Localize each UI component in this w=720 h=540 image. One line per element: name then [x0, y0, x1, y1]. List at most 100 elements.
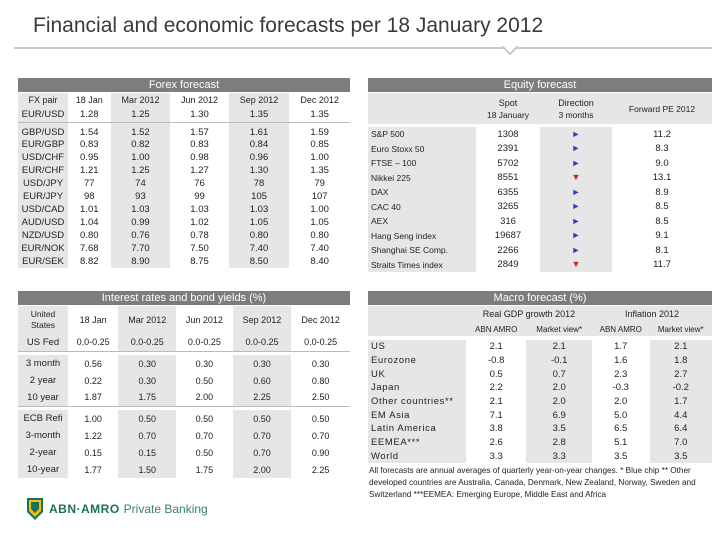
rates-value: 0.60	[232, 372, 292, 389]
forex-header: Forex forecast	[18, 78, 350, 92]
forex-value: 0.84	[228, 137, 290, 151]
rates-value: 0.0-0.25	[232, 334, 292, 352]
rates-value: 1.77	[84, 464, 102, 475]
forex-value: 1.35	[310, 164, 329, 176]
forex-pair: NZD/USD	[18, 228, 68, 242]
macro-value: 2.1	[489, 396, 503, 408]
macro-gdp-label: Real GDP growth 2012	[482, 309, 576, 319]
forex-value: 7.40	[310, 242, 329, 254]
macro-row: Eurozone -0.8 -0.1 1.6 1.8	[368, 353, 712, 368]
macro-region: Other countries**	[368, 394, 466, 409]
forex-row: GBP/USD 1.54 1.52 1.57 1.61 1.59	[18, 122, 350, 138]
rates-value: 0.70	[232, 444, 292, 461]
rates-label: 2 year	[18, 372, 68, 389]
forex-value: 0.83	[190, 138, 209, 150]
equity-spot: 2266	[497, 244, 519, 256]
rates-value: 0.22	[84, 375, 102, 386]
macro-row: Latin America 3.8 3.5 6.5 6.4	[368, 422, 712, 436]
rates-value: 0.50	[195, 413, 214, 424]
forex-value: 99	[194, 190, 205, 202]
forex-value: 1.59	[310, 126, 329, 138]
forex-value: 1.35	[228, 107, 290, 123]
rates-table: United States 18 Jan Mar 2012 Jun 2012 Sep 2…	[18, 306, 350, 478]
rates-value: 0.15	[118, 444, 177, 461]
macro-inflation-label: Inflation 2012	[624, 309, 679, 319]
forex-value: 0.82	[110, 137, 171, 151]
macro-value: 2.0	[614, 396, 628, 408]
forex-value: 1.54	[80, 126, 99, 138]
forex-value: 0.99	[110, 215, 171, 229]
forex-value: 1.61	[228, 122, 290, 138]
macro-row: World 3.3 3.3 3.5 3.5	[368, 449, 712, 464]
forex-value: 1.28	[68, 107, 111, 123]
rates-row: 10-year 1.77 1.50 1.75 2.00 2.25	[18, 461, 350, 478]
rates-value: 1.75	[195, 464, 214, 475]
arrow-right-icon: ►	[540, 228, 612, 243]
forex-value: 107	[311, 190, 328, 202]
macro-value: 5.0	[614, 409, 628, 421]
forex-pair: USD/CHF	[18, 150, 68, 164]
forex-pair: EUR/NOK	[18, 241, 68, 255]
rates-row: 10 year 1.87 1.75 2.00 2.25 2.50	[18, 389, 350, 407]
rates-value: 0.30	[232, 355, 292, 372]
forex-row: USD/CHF 0.95 1.00 0.98 0.96 1.00	[18, 150, 350, 164]
rates-value: 2.00	[232, 461, 292, 478]
equity-spot: 8551	[497, 172, 519, 184]
rates-row: 2 year 0.22 0.30 0.50 0.60 0.80	[18, 372, 350, 389]
forex-row: EUR/USD 1.28 1.25 1.30 1.35 1.35	[18, 107, 350, 123]
forex-row: USD/JPY 77 74 76 78 79	[18, 176, 350, 190]
macro-value: 2.7	[649, 367, 712, 382]
forex-value: 1.35	[289, 107, 350, 123]
forex-value: 105	[228, 189, 290, 203]
equity-row: AEX 316 ► 8.5	[368, 214, 712, 229]
equity-row: S&P 500 1308 ► 11.2	[368, 127, 712, 142]
forex-row: AUD/USD 1.04 0.99 1.02 1.05 1.05	[18, 215, 350, 229]
equity-pe: 8.5	[655, 201, 669, 213]
forex-value: 8.40	[310, 255, 329, 267]
macro-value: 7.1	[489, 409, 503, 421]
macro-region: US	[368, 340, 466, 354]
forex-value: 1.02	[190, 216, 209, 228]
forex-value: 78	[228, 176, 290, 190]
rates-value: 2.25	[311, 464, 330, 475]
rates-value: 2.00	[176, 389, 233, 407]
rates-value: 1.87	[68, 389, 119, 407]
rates-row: 3-month 1.22 0.70 0.70 0.70 0.70	[18, 427, 350, 444]
equity-index-name: Euro Stoxx 50	[368, 141, 476, 156]
forex-value: 0.85	[310, 138, 329, 150]
forex-value: 93	[110, 189, 171, 203]
rates-value: 0.70	[195, 430, 214, 441]
forex-pair: EUR/USD	[18, 107, 68, 123]
forex-col-sep: Sep 2012	[239, 95, 279, 105]
arrow-right-icon: ►	[540, 141, 612, 156]
equity-col-direction: Direction 3 months	[558, 97, 594, 120]
macro-value: 2.8	[526, 435, 592, 450]
rates-value: 0.56	[84, 358, 102, 369]
macro-value: 6.9	[526, 408, 592, 423]
forex-row: EUR/GBP 0.83 0.82 0.83 0.84 0.85	[18, 137, 350, 151]
rates-label: 2-year	[18, 444, 68, 461]
equity-row: Nikkei 225 8551 ▼ 13.1	[368, 170, 712, 185]
equity-index-name: CAC 40	[368, 199, 476, 214]
forex-value: 7.50	[190, 242, 209, 254]
rates-label: 10-year	[18, 461, 68, 478]
macro-region: Eurozone	[368, 353, 466, 368]
macro-value: 6.4	[649, 422, 712, 436]
equity-spot: 6355	[497, 186, 519, 198]
forex-value: 7.70	[110, 241, 171, 255]
forex-value: 1.03	[190, 203, 209, 215]
forex-pair: USD/CAD	[18, 202, 68, 216]
macro-region: EEMEA***	[368, 435, 466, 450]
rates-row: ECB Refi 1.00 0.50 0.50 0.50 0.50	[18, 410, 350, 427]
macro-value: 1.7	[614, 341, 628, 353]
macro-value: 6.5	[614, 423, 628, 435]
equity-row: DAX 6355 ► 8.9	[368, 185, 712, 200]
forex-value: 1.03	[110, 202, 171, 216]
rates-value: 0.15	[84, 447, 102, 458]
macro-value: 3.5	[649, 449, 712, 464]
forex-value: 0.78	[190, 229, 209, 241]
macro-value: 3.5	[614, 450, 628, 462]
forex-value: 0.98	[190, 151, 209, 163]
rates-label: 3 month	[18, 355, 68, 372]
rates-value: 2.50	[291, 389, 350, 407]
